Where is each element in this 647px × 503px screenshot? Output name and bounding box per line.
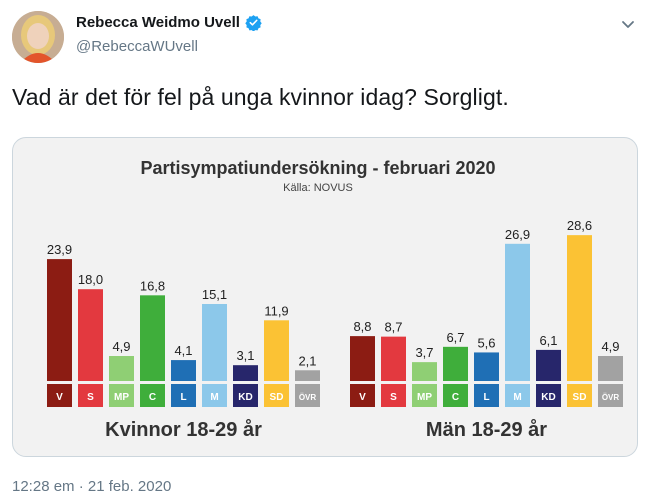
data-label: 4,9 — [601, 339, 619, 354]
data-label: 18,0 — [78, 272, 103, 287]
data-label: 26,9 — [505, 227, 530, 242]
category-label-box — [140, 384, 165, 407]
bar-0-V — [47, 259, 72, 381]
bar-1-S — [381, 336, 406, 381]
bar-0-MP — [109, 356, 134, 381]
category-label: SD — [270, 392, 284, 403]
bar-0-C — [140, 295, 165, 381]
author-handle[interactable]: @RebeccaWUvell — [76, 38, 198, 55]
category-label-box — [350, 384, 375, 407]
bar-1-V — [350, 336, 375, 381]
data-label: 4,1 — [174, 343, 192, 358]
category-label: ÖVR — [299, 393, 317, 402]
tweet-text: Vad är det för fel på unga kvinnor idag?… — [12, 84, 509, 110]
group-label: Kvinnor 18-29 år — [105, 418, 262, 441]
avatar[interactable] — [12, 11, 64, 63]
category-label-box — [567, 384, 592, 407]
author-name[interactable]: Rebecca Weidmo Uvell — [76, 14, 240, 31]
data-label: 2,1 — [298, 353, 316, 368]
bar-1-C — [443, 346, 468, 381]
category-label: L — [483, 392, 489, 403]
bar-1-M — [505, 243, 530, 381]
bar-0-L — [171, 360, 196, 381]
category-label: M — [513, 392, 521, 403]
category-label-box — [47, 384, 72, 407]
tweet-timestamp[interactable]: 12:28 em · 21 feb. 2020 — [12, 478, 172, 495]
category-label-box — [474, 384, 499, 407]
category-label-box — [78, 384, 103, 407]
data-label: 28,6 — [567, 218, 592, 233]
bar-0-SD — [264, 320, 289, 381]
bar-0-M — [202, 303, 227, 381]
category-label: V — [56, 392, 63, 403]
category-label: C — [452, 392, 459, 403]
category-label-box — [412, 384, 437, 407]
data-label: 5,6 — [477, 335, 495, 350]
chart-title: Partisympatiundersökning - februari 2020 — [140, 158, 495, 178]
category-label-box — [598, 384, 623, 407]
category-label-box — [443, 384, 468, 407]
bar-1-KD — [536, 349, 561, 381]
category-label-box — [171, 384, 196, 407]
verified-badge-icon — [245, 15, 262, 31]
category-label: L — [180, 392, 186, 403]
bar-1-SD — [567, 235, 592, 381]
group-label: Män 18-29 år — [426, 418, 547, 441]
data-label: 6,7 — [446, 330, 464, 345]
category-label-box — [202, 384, 227, 407]
category-label-box — [505, 384, 530, 407]
tweet-media-image[interactable]: Partisympatiundersökning - februari 2020… — [12, 137, 638, 457]
category-label: SD — [573, 392, 587, 403]
bar-1-MP — [412, 362, 437, 381]
avatar-image — [12, 11, 64, 63]
data-label: 3,7 — [415, 345, 433, 360]
category-label: KD — [541, 392, 555, 403]
bar-0-S — [78, 289, 103, 381]
category-label-box — [264, 384, 289, 407]
bar-1-ÖVR — [598, 356, 623, 381]
data-label: 4,9 — [112, 339, 130, 354]
category-label: S — [87, 392, 94, 403]
chart-subtitle: Källa: NOVUS — [283, 182, 353, 194]
data-label: 8,8 — [353, 319, 371, 334]
chevron-down-icon[interactable] — [620, 16, 636, 32]
bar-0-KD — [233, 365, 258, 381]
data-label: 16,8 — [140, 278, 165, 293]
party-sympathy-chart: Partisympatiundersökning - februari 2020… — [47, 158, 623, 441]
category-label-box — [536, 384, 561, 407]
bar-1-L — [474, 352, 499, 381]
category-label: S — [390, 392, 397, 403]
category-label: ÖVR — [602, 393, 620, 402]
bar-0-ÖVR — [295, 370, 320, 381]
category-label: V — [359, 392, 366, 403]
category-label-box — [233, 384, 258, 407]
category-label: C — [149, 392, 156, 403]
category-label: KD — [238, 392, 252, 403]
data-label: 8,7 — [384, 320, 402, 335]
data-label: 15,1 — [202, 287, 227, 302]
category-label: M — [210, 392, 218, 403]
data-label: 3,1 — [236, 348, 254, 363]
category-label-box — [295, 384, 320, 407]
category-label-box — [381, 384, 406, 407]
category-label: MP — [114, 392, 129, 403]
category-label-box — [109, 384, 134, 407]
data-label: 11,9 — [264, 303, 288, 318]
data-label: 6,1 — [539, 333, 557, 348]
data-label: 23,9 — [47, 242, 72, 257]
category-label: MP — [417, 392, 432, 403]
